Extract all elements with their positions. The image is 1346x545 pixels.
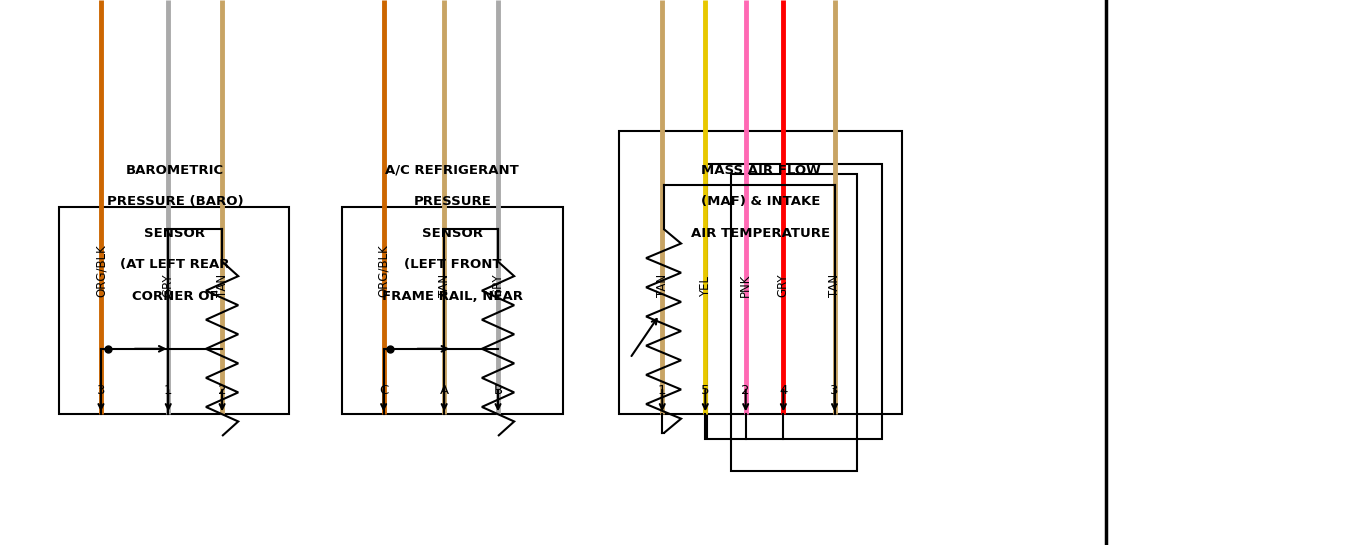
- Text: SENSOR: SENSOR: [421, 227, 483, 240]
- Text: (LEFT FRONT: (LEFT FRONT: [404, 258, 501, 271]
- Text: 3: 3: [97, 384, 105, 397]
- Text: MASS AIR FLOW: MASS AIR FLOW: [701, 164, 820, 177]
- Text: SENSOR: SENSOR: [144, 227, 206, 240]
- Text: PRESSURE: PRESSURE: [413, 195, 491, 208]
- Text: BAROMETRIC: BAROMETRIC: [127, 164, 223, 177]
- Text: AIR TEMPERATURE: AIR TEMPERATURE: [690, 227, 830, 240]
- Text: 5: 5: [701, 384, 709, 397]
- Text: (MAF) & INTAKE: (MAF) & INTAKE: [701, 195, 820, 208]
- Text: C: C: [380, 384, 388, 397]
- Text: GRY: GRY: [777, 274, 790, 297]
- Text: TAN: TAN: [215, 274, 229, 297]
- Text: 3: 3: [830, 384, 839, 397]
- Text: TAN: TAN: [437, 274, 451, 297]
- Text: A: A: [440, 384, 448, 397]
- Text: 4: 4: [779, 384, 787, 397]
- Text: 1: 1: [164, 384, 172, 397]
- Text: 2: 2: [218, 384, 226, 397]
- Text: ORG/BLK: ORG/BLK: [377, 244, 390, 297]
- Text: B: B: [494, 384, 502, 397]
- Text: TAN: TAN: [828, 274, 841, 297]
- Text: (AT LEFT REAR: (AT LEFT REAR: [120, 258, 230, 271]
- Text: 2: 2: [742, 384, 750, 397]
- Text: A/C REFRIGERANT: A/C REFRIGERANT: [385, 164, 520, 177]
- Text: PNK: PNK: [739, 274, 752, 297]
- Text: GRY: GRY: [162, 274, 175, 297]
- Text: GRY: GRY: [491, 274, 505, 297]
- Text: 1: 1: [658, 384, 666, 397]
- Text: ORG/BLK: ORG/BLK: [94, 244, 108, 297]
- Text: FRAME RAIL, NEAR: FRAME RAIL, NEAR: [382, 290, 522, 303]
- Text: YEL: YEL: [699, 276, 712, 297]
- Text: TAN: TAN: [656, 274, 669, 297]
- Text: CORNER OF: CORNER OF: [132, 290, 218, 303]
- Text: PRESSURE (BARO): PRESSURE (BARO): [106, 195, 244, 208]
